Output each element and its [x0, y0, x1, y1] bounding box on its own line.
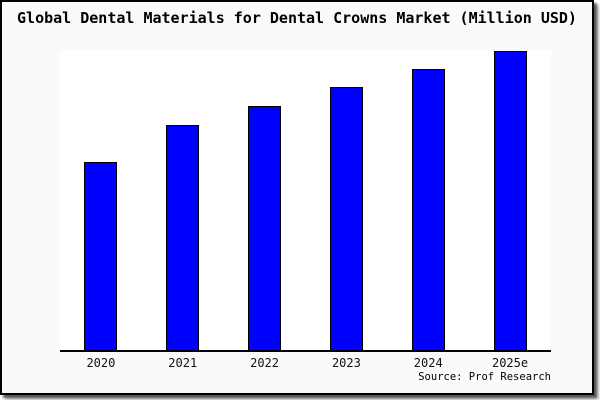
bar-slot-2024	[387, 50, 469, 350]
x-tick-label-2022: 2022	[250, 356, 280, 370]
chart-figure: Global Dental Materials for Dental Crown…	[0, 0, 594, 395]
x-tick-label-2020: 2020	[86, 356, 116, 370]
x-tick-label-2024: 2024	[413, 356, 443, 370]
bar-2022	[248, 106, 282, 350]
x-axis-labels: 2020 2021 2022 2023 2024 2025e	[60, 356, 551, 370]
x-tick-label-2025e: 2025e	[491, 356, 529, 370]
x-tick-label-2021: 2021	[168, 356, 198, 370]
chart-title: Global Dental Materials for Dental Crown…	[17, 9, 577, 27]
bar-slot-2020	[60, 50, 142, 350]
bar-2024	[411, 69, 445, 350]
bar-slot-2021	[142, 50, 224, 350]
x-tick-label-2023: 2023	[331, 356, 361, 370]
bar-slot-2022	[224, 50, 306, 350]
bar-slot-2025e	[469, 50, 551, 350]
source-note: Source: Prof Research	[418, 371, 551, 383]
bar-2025e	[493, 50, 527, 350]
bar-2020	[84, 161, 118, 350]
bar-slot-2023	[305, 50, 387, 350]
bar-2021	[166, 125, 200, 350]
bar-2023	[329, 86, 363, 350]
plot-area	[60, 50, 551, 352]
